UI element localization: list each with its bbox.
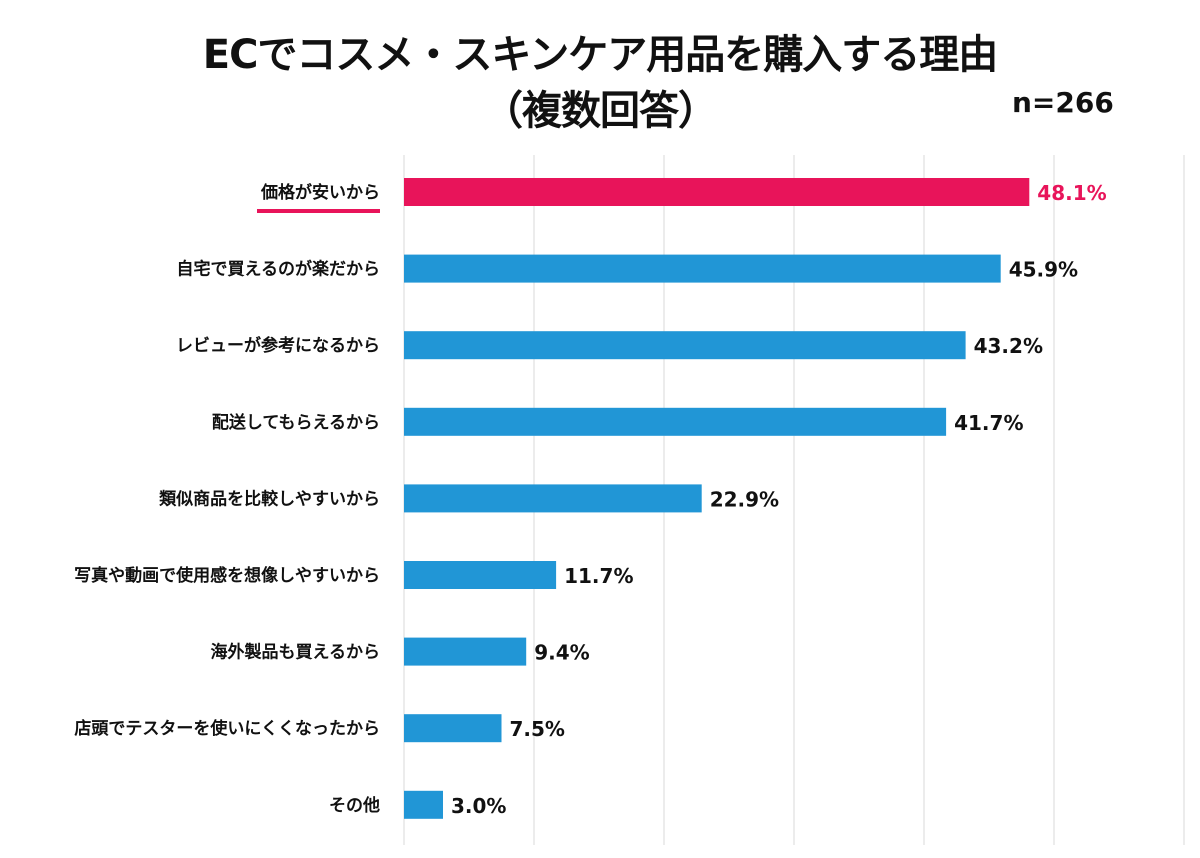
value-label: 22.9% xyxy=(710,487,779,511)
category-label: レビューが参考になるから xyxy=(176,335,380,356)
bar xyxy=(404,790,443,819)
category-label: 価格が安いから xyxy=(260,182,380,203)
bar xyxy=(404,178,1030,206)
category-label: 配送してもらえるから xyxy=(212,412,380,433)
highlight-underline xyxy=(257,209,380,213)
bar xyxy=(404,637,527,666)
value-label: 11.7% xyxy=(564,564,633,588)
bar xyxy=(404,484,702,513)
value-label: 3.0% xyxy=(451,794,506,818)
value-label: 43.2% xyxy=(974,334,1043,358)
category-label: 自宅で買えるのが楽だから xyxy=(177,259,381,280)
category-label: 写真や動画で使用感を想像しやすいから xyxy=(74,565,380,586)
value-label: 45.9% xyxy=(1009,258,1078,282)
bar xyxy=(404,254,1001,283)
category-label: 店頭でテスターを使いにくくなったから xyxy=(74,718,380,739)
chart-title: ECでコスメ・スキンケア用品を購入する理由 xyxy=(202,32,998,78)
sample-size: n=266 xyxy=(1012,86,1114,119)
bar xyxy=(404,561,557,589)
chart-subtitle: （複数回答） xyxy=(483,88,718,134)
category-label: 類似商品を比較しやすいから xyxy=(158,488,380,509)
value-label: 9.4% xyxy=(534,641,589,665)
bar xyxy=(404,407,947,436)
category-label: 海外製品も買えるから xyxy=(211,642,381,663)
value-label: 48.1% xyxy=(1037,181,1106,205)
value-label: 41.7% xyxy=(954,411,1023,435)
category-label: その他 xyxy=(329,795,380,816)
bar xyxy=(404,714,502,743)
value-label: 7.5% xyxy=(510,717,565,741)
bar xyxy=(404,331,966,360)
